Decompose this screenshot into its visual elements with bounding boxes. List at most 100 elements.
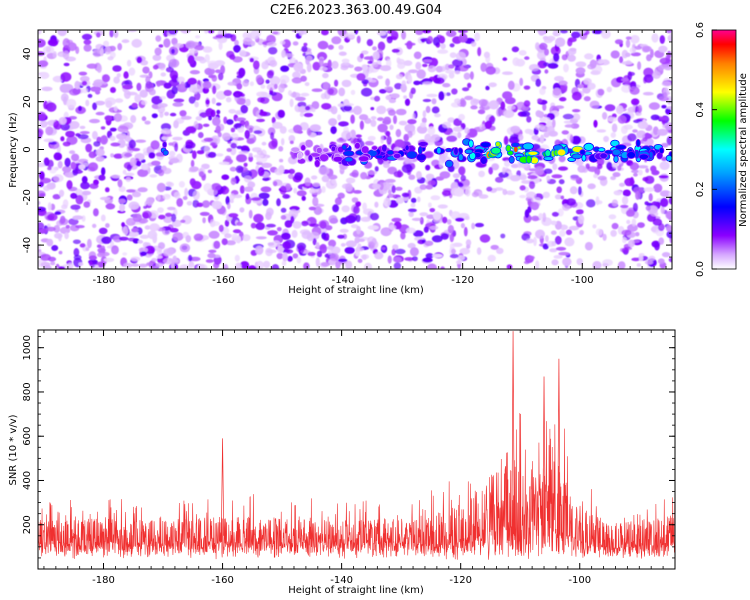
spectrogram-noise-blob bbox=[648, 255, 656, 262]
spectrogram-noise-blob bbox=[644, 175, 655, 184]
spectrogram-noise-blob bbox=[629, 47, 637, 54]
y-tick-label: 200 bbox=[22, 515, 33, 534]
spectrogram-noise-blob bbox=[543, 37, 553, 44]
spectrogram-noise-blob bbox=[558, 179, 565, 185]
spectrogram-noise-blob bbox=[561, 54, 568, 61]
spectrogram-noise-blob bbox=[299, 112, 304, 117]
spectrogram-noise-blob bbox=[360, 216, 371, 222]
snr-series-line bbox=[38, 413, 675, 560]
spectrogram-signal-blob bbox=[162, 141, 168, 149]
spectrogram-noise-blob bbox=[75, 225, 85, 229]
spectrogram-signal-blob bbox=[417, 145, 423, 155]
spectrogram-noise-blob bbox=[631, 169, 640, 174]
spectrogram-noise-blob bbox=[442, 83, 451, 88]
spectrogram-noise-blob bbox=[215, 69, 222, 74]
spectrogram-noise-blob bbox=[266, 249, 277, 254]
spectrogram-noise-blob bbox=[429, 225, 439, 230]
spectrogram-noise-blob bbox=[478, 194, 489, 199]
spectrogram-noise-blob bbox=[637, 165, 649, 169]
spectrogram-signal-blob bbox=[495, 141, 501, 148]
spectrogram-noise-blob bbox=[550, 46, 561, 56]
spectrogram-noise-blob bbox=[185, 126, 197, 134]
spectrogram-noise-blob bbox=[459, 247, 471, 255]
spectrogram-noise-blob bbox=[454, 70, 461, 75]
spectrogram-noise-blob bbox=[518, 50, 527, 56]
spectrogram-noise-blob bbox=[81, 87, 88, 94]
spectrogram-noise-blob bbox=[288, 173, 294, 180]
spectrogram-noise-blob bbox=[415, 30, 424, 36]
spectrogram-noise-blob bbox=[172, 136, 183, 141]
snr-peak-spike bbox=[221, 438, 225, 536]
spectrogram-noise-blob bbox=[564, 124, 575, 128]
spectrogram-noise-blob bbox=[155, 262, 165, 267]
spectrogram-noise-blob bbox=[80, 181, 90, 190]
spectrogram-noise-blob bbox=[335, 261, 341, 269]
spectrogram-noise-blob bbox=[312, 238, 317, 246]
y-tick-label: 40 bbox=[22, 48, 33, 61]
spectrogram-noise-blob bbox=[661, 80, 672, 87]
spectrogram-noise-blob bbox=[322, 72, 329, 79]
spectrogram-noise-blob bbox=[105, 203, 116, 210]
spectrogram-noise-blob bbox=[356, 35, 361, 44]
spectrogram-noise-blob bbox=[92, 49, 102, 58]
spectrogram-signal-blob bbox=[480, 141, 492, 149]
spectrogram-noise-blob bbox=[192, 190, 200, 201]
spectrogram-noise-blob bbox=[146, 197, 154, 206]
spectrogram-noise-blob bbox=[92, 102, 97, 111]
spectrogram-noise-blob bbox=[225, 97, 232, 103]
spectrogram-noise-field bbox=[38, 30, 672, 269]
spectrogram-noise-blob bbox=[563, 63, 569, 73]
spectrogram-noise-blob bbox=[463, 226, 468, 237]
spectrogram-noise-blob bbox=[189, 256, 201, 262]
spectrogram-noise-blob bbox=[612, 162, 618, 169]
spectrogram-noise-blob bbox=[422, 81, 433, 86]
spectrogram-noise-blob bbox=[140, 251, 147, 256]
spectrogram-noise-blob bbox=[577, 84, 584, 89]
spectrogram-noise-blob bbox=[271, 116, 276, 124]
spectrogram-noise-blob bbox=[577, 165, 586, 173]
spectrogram-noise-blob bbox=[123, 90, 131, 99]
spectrogram-noise-blob bbox=[187, 55, 195, 65]
spectrogram-noise-blob bbox=[524, 128, 533, 134]
spectrogram-noise-blob bbox=[625, 39, 631, 48]
spectrogram-noise-blob bbox=[665, 108, 672, 115]
spectrogram-noise-blob bbox=[280, 207, 287, 213]
spectrogram-noise-blob bbox=[107, 56, 114, 61]
spectrogram-noise-blob bbox=[321, 30, 329, 36]
spectrogram-noise-blob bbox=[403, 95, 407, 99]
spectrogram-noise-blob bbox=[119, 203, 126, 212]
spectrogram-noise-blob bbox=[612, 172, 621, 178]
spectrogram-noise-blob bbox=[570, 175, 580, 181]
spectrogram-noise-blob bbox=[144, 225, 151, 230]
spectrogram-noise-blob bbox=[669, 33, 672, 37]
spectrogram-noise-blob bbox=[85, 143, 93, 153]
spectrogram-noise-blob bbox=[641, 45, 650, 53]
spectrogram-noise-blob bbox=[67, 42, 77, 52]
spectrogram-noise-blob bbox=[165, 212, 173, 217]
spectrogram-noise-blob bbox=[657, 128, 668, 136]
spectrogram-noise-blob bbox=[380, 135, 384, 144]
spectrogram-noise-blob bbox=[427, 36, 434, 44]
spectrogram-noise-blob bbox=[663, 92, 668, 98]
spectrogram-signal-blob bbox=[296, 152, 303, 160]
spectrogram-noise-blob bbox=[372, 46, 377, 51]
spectrogram-noise-blob bbox=[659, 190, 672, 198]
spectrogram-noise-blob bbox=[161, 136, 169, 141]
spectrogram-noise-blob bbox=[476, 247, 482, 255]
spectrogram-noise-blob bbox=[39, 120, 48, 128]
spectrogram-noise-blob bbox=[309, 223, 320, 228]
spectrogram-noise-blob bbox=[160, 128, 171, 135]
spectrogram-noise-blob bbox=[204, 30, 209, 34]
spectrogram-noise-blob bbox=[57, 160, 63, 169]
spectrogram-noise-blob bbox=[72, 215, 84, 220]
spectrogram-noise-blob bbox=[38, 200, 41, 206]
spectrogram-noise-blob bbox=[666, 106, 672, 110]
spectrogram-noise-blob bbox=[293, 62, 304, 72]
y-tick-label: 0 bbox=[22, 146, 33, 152]
spectrogram-noise-blob bbox=[637, 121, 649, 129]
spectrogram-noise-blob bbox=[385, 78, 390, 87]
spectrogram-noise-blob bbox=[78, 105, 82, 112]
spectrogram-noise-blob bbox=[230, 142, 237, 149]
spectrogram-noise-blob bbox=[292, 71, 301, 79]
spectrogram-noise-blob bbox=[380, 65, 392, 72]
